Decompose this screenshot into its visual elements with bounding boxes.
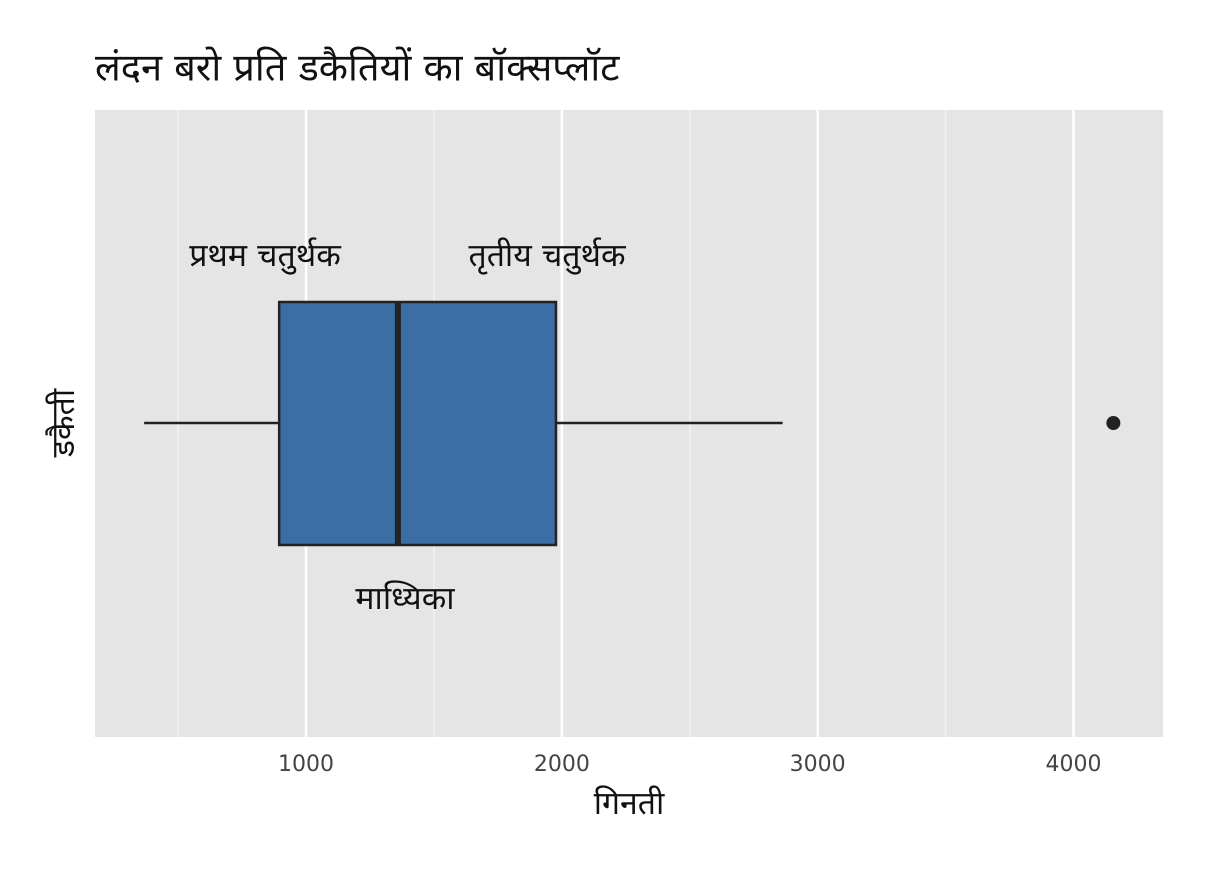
outlier <box>1106 416 1121 430</box>
box-body <box>277 300 558 547</box>
chart-title: लंदन बरो प्रति डकैतियों का बॉक्सप्लॉट <box>95 46 620 90</box>
annotation: तृतीय चतुर्थक <box>468 236 627 275</box>
annotation: प्रथम चतुर्थक <box>189 236 342 275</box>
x-tick-label: 1000 <box>278 752 334 777</box>
x-tick-label: 3000 <box>790 752 846 777</box>
x-axis-label: गिनती <box>594 784 665 822</box>
x-tick-label: 4000 <box>1045 752 1101 777</box>
annotation: माध्यिका <box>355 579 455 617</box>
marks <box>144 300 1121 547</box>
x-tick-label: 2000 <box>534 752 590 777</box>
y-axis-label: डकैती <box>44 388 82 458</box>
